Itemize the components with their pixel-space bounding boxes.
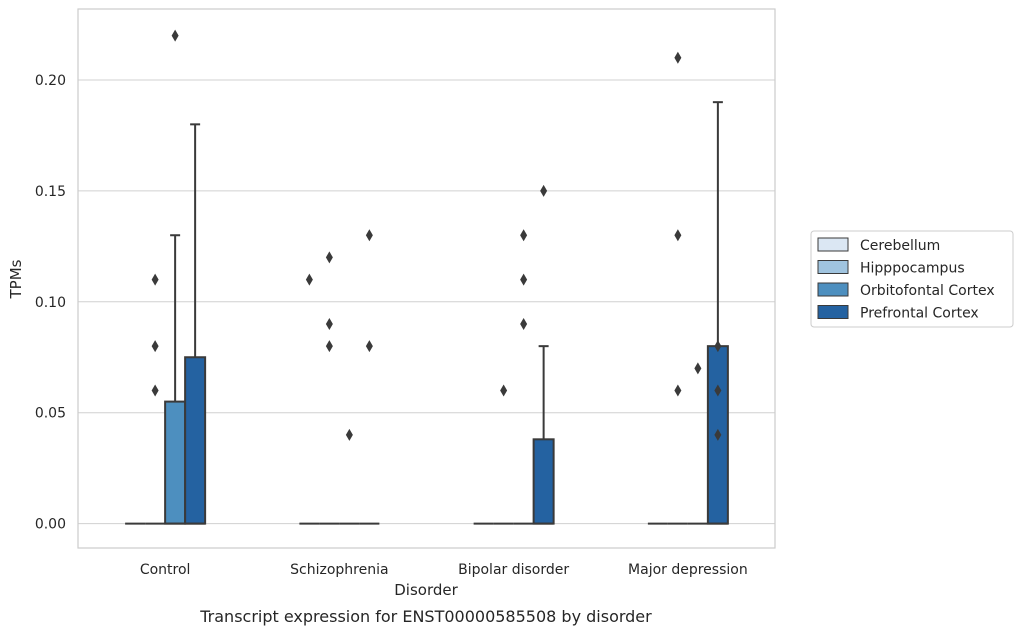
outlier-point (151, 340, 159, 353)
legend-label: Orbitofontal Cortex (860, 283, 995, 299)
legend-swatch (817, 260, 849, 274)
outlier-point (694, 362, 702, 375)
box-group (319, 251, 340, 525)
outlier-point (714, 428, 722, 441)
box-group (164, 29, 187, 525)
outlier-point (345, 428, 353, 441)
figure-caption: Transcript expression for ENST0000058550… (199, 607, 652, 626)
legend-label: Cerebellum (860, 238, 940, 254)
y-axis-label: TPMs (7, 259, 25, 299)
box-group (706, 101, 729, 525)
outlier-point (674, 229, 682, 242)
outlier-point (674, 384, 682, 397)
outlier-point (365, 229, 373, 242)
box (532, 438, 555, 525)
outlier-point (325, 340, 333, 353)
y-tick-label: 0.10 (35, 295, 66, 311)
outlier-point (325, 317, 333, 330)
box-group (513, 229, 534, 525)
legend-swatch (817, 305, 849, 319)
box-group (184, 123, 207, 525)
outlier-point (365, 340, 373, 353)
y-tick-labels: 0.00 0.05 0.10 0.15 0.20 (35, 73, 66, 533)
outlier-point (520, 229, 528, 242)
outlier-point (520, 273, 528, 286)
legend-label: Prefrontal Cortex (860, 306, 979, 322)
y-tick-label: 0.05 (35, 406, 66, 422)
box-group (145, 273, 166, 525)
y-tick-label: 0.20 (35, 73, 66, 89)
box-group (339, 428, 360, 525)
legend-swatch (817, 282, 849, 297)
box-group (299, 273, 320, 525)
y-tick-label: 0.00 (35, 517, 66, 533)
box-group (687, 362, 708, 525)
y-tick-label: 0.15 (35, 184, 66, 200)
outlier-point (714, 384, 722, 397)
outlier-point (500, 384, 508, 397)
outlier-point (674, 51, 682, 64)
outlier-point (151, 273, 159, 286)
box-plots (125, 29, 729, 525)
outlier-point (714, 340, 722, 353)
outlier-point (171, 29, 179, 42)
legend-label: Hipppocampus (860, 261, 965, 277)
outlier-point (540, 184, 548, 197)
outlier-point (151, 384, 159, 397)
box-group (532, 184, 555, 525)
outlier-point (520, 317, 528, 330)
x-axis-label: Disorder (394, 581, 458, 599)
legend-frame (810, 230, 1014, 328)
x-tick-labels: Control Schizophrenia Bipolar disorder Majo… (140, 562, 748, 578)
x-tick-label: Schizophrenia (290, 562, 388, 578)
legend: Cerebellum Hipppocampus Orbitofontal Corte… (810, 230, 1014, 328)
box-group (359, 229, 380, 525)
x-tick-label: Control (140, 562, 191, 578)
outlier-point (325, 251, 333, 264)
x-tick-label: Major depression (628, 562, 748, 578)
plot-frame (77, 8, 776, 549)
box-group (667, 51, 688, 525)
box-group (493, 384, 514, 525)
box (184, 356, 207, 525)
x-tick-label: Bipolar disorder (458, 562, 569, 578)
legend-swatch (817, 237, 849, 252)
outlier-point (305, 273, 313, 286)
box (164, 400, 187, 525)
